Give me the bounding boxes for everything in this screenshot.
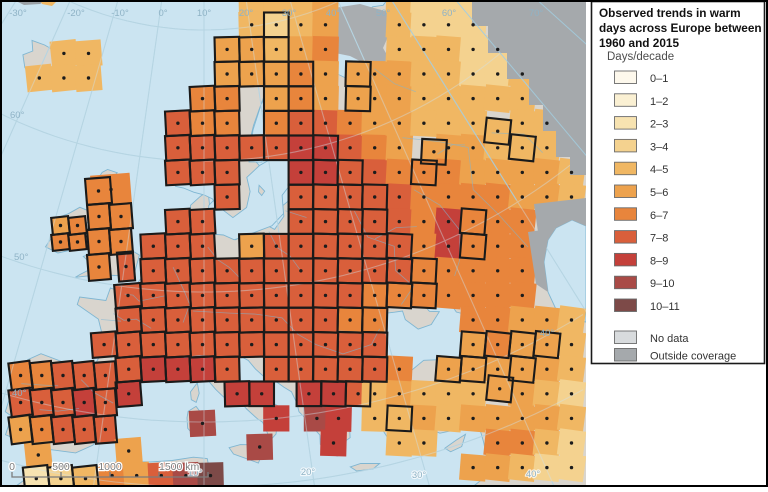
svg-text:6–7: 6–7	[650, 210, 668, 222]
svg-text:0: 0	[9, 461, 15, 473]
svg-text:1000: 1000	[98, 461, 122, 473]
svg-text:3–4: 3–4	[650, 141, 668, 153]
svg-text:20°: 20°	[301, 467, 316, 478]
svg-text:9–10: 9–10	[650, 278, 674, 290]
svg-text:Observed trends in warm: Observed trends in warm	[599, 6, 741, 20]
svg-text:7–8: 7–8	[650, 233, 668, 245]
svg-text:days across Europe between: days across Europe between	[599, 21, 762, 35]
svg-text:No data: No data	[650, 333, 689, 345]
svg-text:1960 and 2015: 1960 and 2015	[599, 36, 679, 50]
svg-text:30°: 30°	[282, 8, 297, 19]
svg-text:0–1: 0–1	[650, 73, 668, 85]
svg-text:1–2: 1–2	[650, 96, 668, 108]
svg-text:70°: 70°	[529, 8, 544, 19]
svg-text:8–9: 8–9	[650, 255, 668, 267]
svg-text:20°: 20°	[239, 8, 254, 19]
svg-text:40°: 40°	[12, 388, 27, 399]
svg-text:60°: 60°	[442, 8, 457, 19]
svg-text:50°: 50°	[376, 8, 391, 19]
svg-text:-30°: -30°	[9, 8, 27, 19]
svg-text:4–5: 4–5	[650, 164, 668, 176]
svg-text:5–6: 5–6	[650, 187, 668, 199]
svg-text:-20°: -20°	[67, 8, 85, 19]
svg-text:-10°: -10°	[111, 8, 129, 19]
svg-text:40°: 40°	[326, 8, 341, 19]
svg-text:10°: 10°	[197, 8, 212, 19]
svg-text:60°: 60°	[10, 110, 25, 121]
svg-text:10–11: 10–11	[650, 301, 680, 313]
svg-text:50°: 50°	[14, 252, 29, 263]
svg-text:40°: 40°	[540, 328, 555, 339]
svg-text:500: 500	[52, 461, 70, 473]
svg-text:1500 km: 1500 km	[159, 461, 200, 473]
svg-text:Days/decade: Days/decade	[607, 51, 674, 63]
svg-text:40°: 40°	[526, 469, 541, 480]
svg-text:Outside coverage: Outside coverage	[650, 351, 736, 363]
svg-text:2–3: 2–3	[650, 119, 668, 131]
svg-text:30°: 30°	[412, 470, 427, 481]
svg-text:0°: 0°	[158, 8, 167, 19]
